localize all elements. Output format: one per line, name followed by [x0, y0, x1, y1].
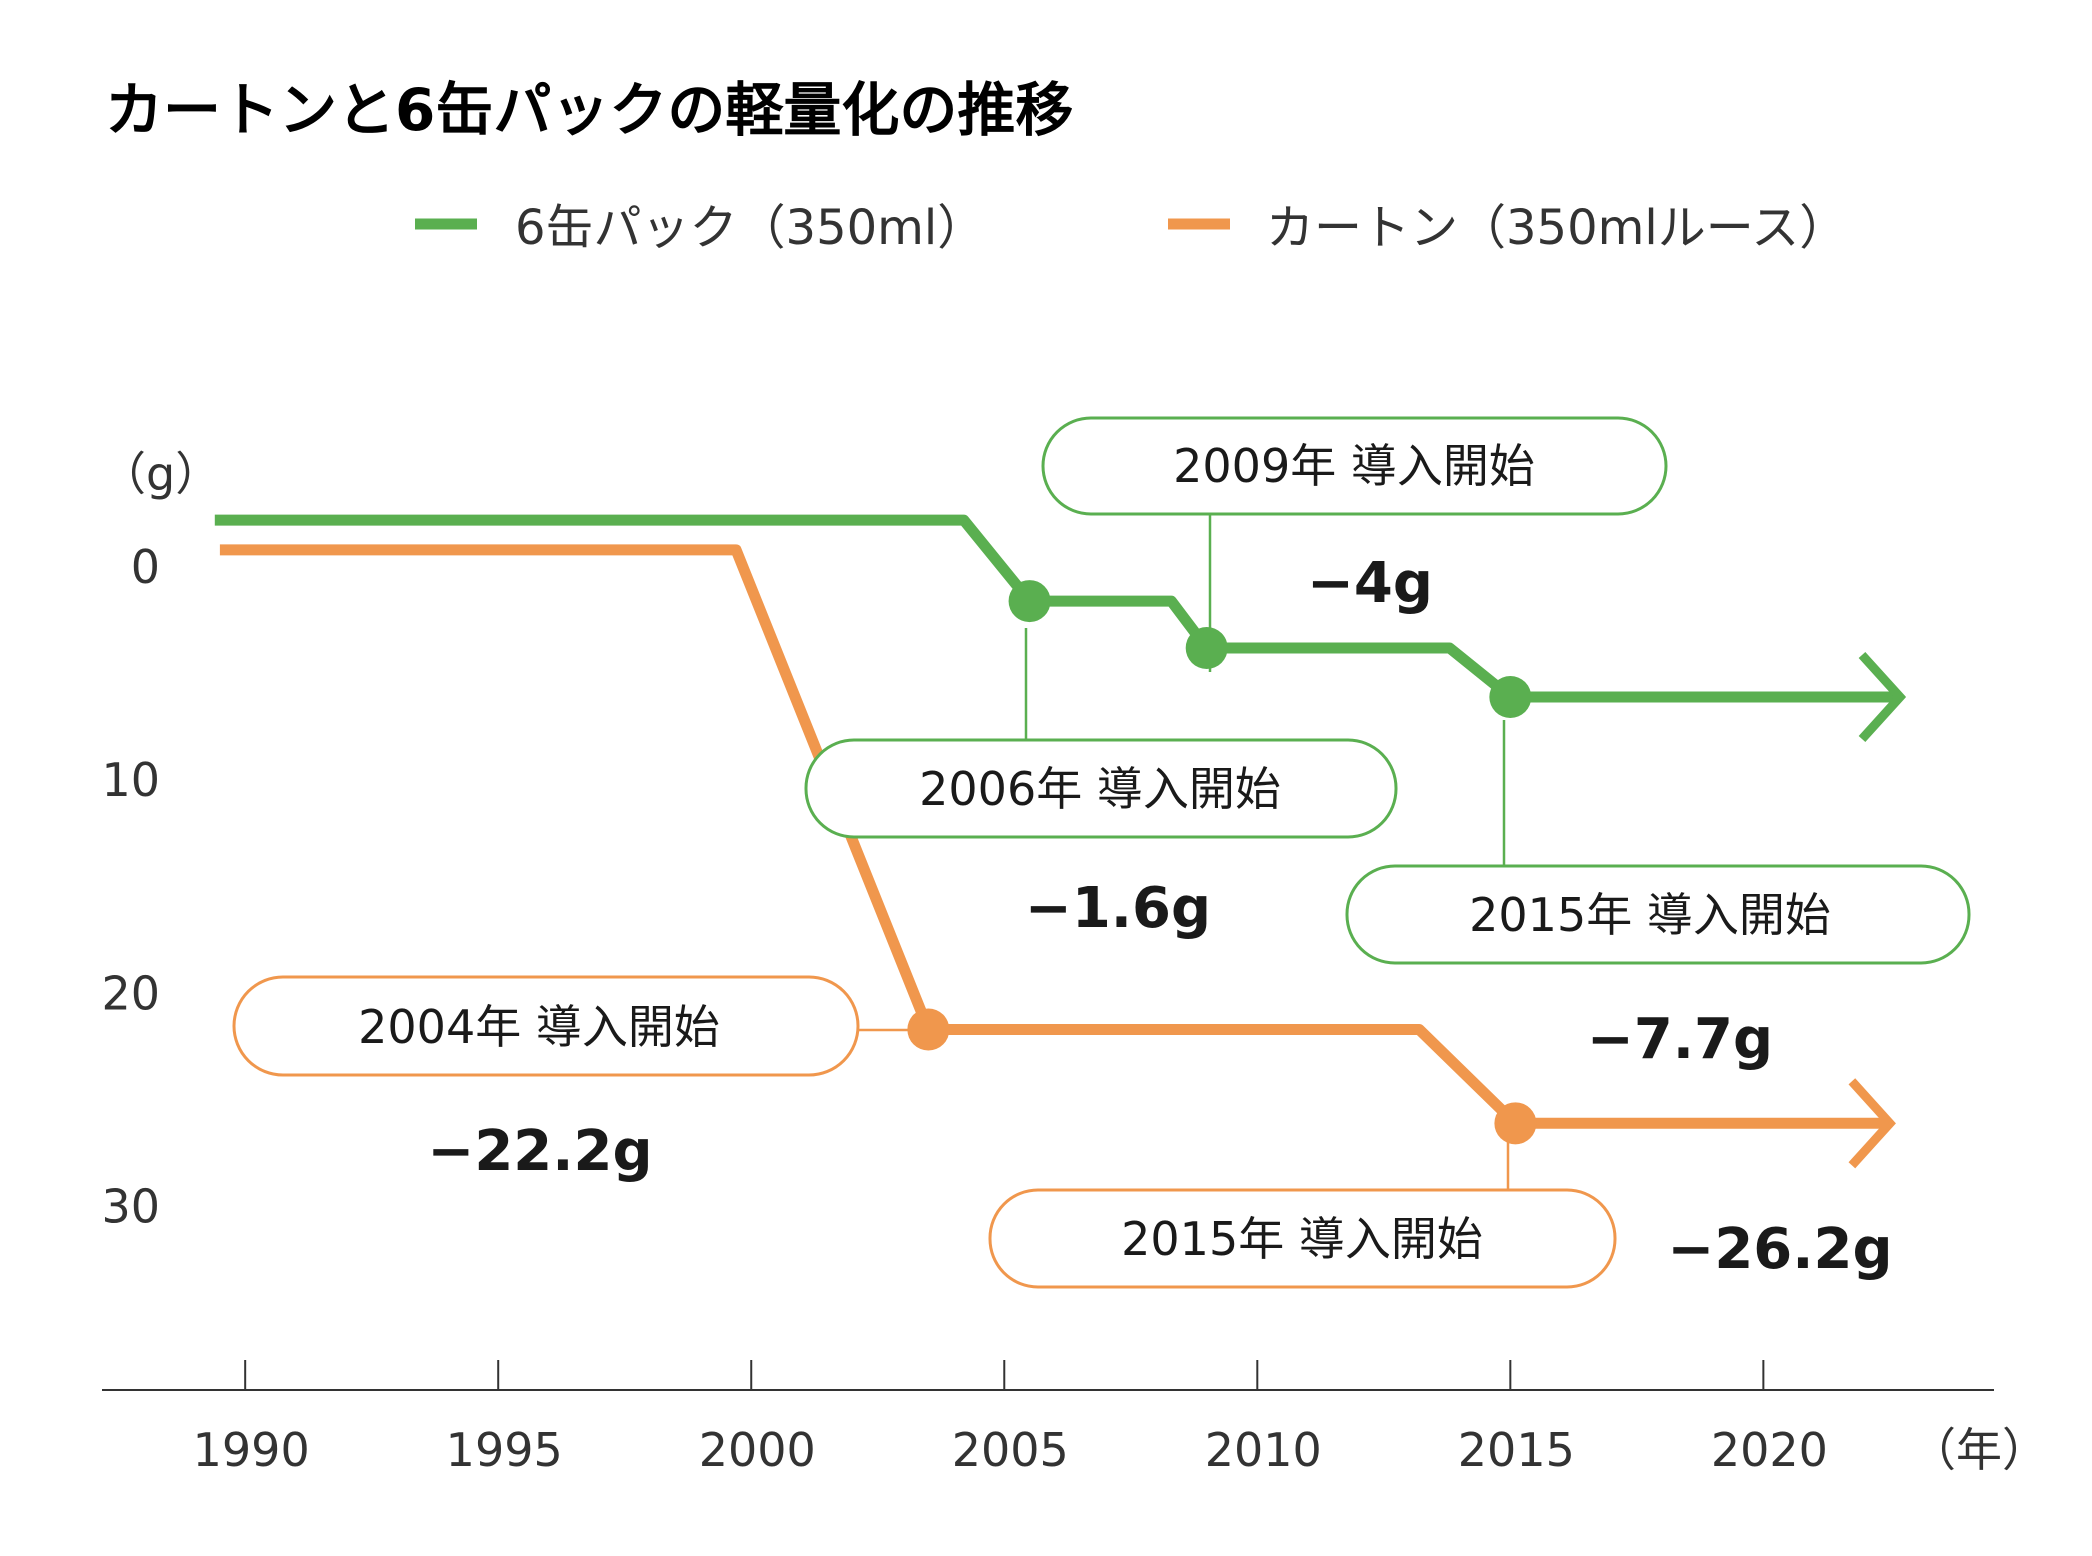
callout-label: 2015年 導入開始 — [1469, 888, 1831, 942]
callout-label: 2004年 導入開始 — [358, 1000, 720, 1054]
callout-sixpack-2006: 2006年 導入開始 — [804, 738, 1398, 839]
legend: 6缶パック（350ml） カートン（350mlルース） — [415, 200, 1847, 256]
y-tick-label: 30 — [101, 1179, 160, 1233]
callout-label: 2009年 導入開始 — [1173, 439, 1535, 493]
callout-carton-2015: 2015年 導入開始 — [988, 1188, 1617, 1289]
data-point-carton — [907, 1008, 950, 1051]
x-tick-label: 2015 — [1458, 1423, 1575, 1477]
y-tick-label: 0 — [131, 540, 160, 594]
x-tick-label: 2010 — [1205, 1423, 1322, 1477]
data-point-sixpack — [1185, 626, 1228, 669]
x-ticks: 1990 1995 2000 2005 2010 2015 2020 — [193, 1360, 1828, 1477]
x-axis-unit: （年） — [1910, 1423, 2048, 1477]
y-tick-label: 10 — [101, 753, 160, 807]
callout-box — [1041, 416, 1668, 516]
y-tick-label: 20 — [101, 966, 160, 1020]
data-point-carton — [1494, 1102, 1537, 1145]
series-line-carton — [219, 544, 1890, 1129]
data-point-sixpack — [1008, 580, 1051, 623]
callout-box — [232, 975, 860, 1077]
x-tick-label: 2000 — [699, 1423, 816, 1477]
callout-carton-2004: 2004年 導入開始 — [232, 975, 860, 1077]
y-ticks: 0 10 20 30 — [101, 540, 160, 1233]
callout-sixpack-2015: 2015年 導入開始 — [1345, 864, 1971, 965]
y-axis-unit: （g） — [100, 447, 221, 501]
callout-box — [804, 738, 1398, 839]
x-tick-label: 1990 — [193, 1423, 310, 1477]
x-tick-label: 2020 — [1711, 1423, 1828, 1477]
delta-label-sixpack-2015: −7.7g — [1587, 1007, 1773, 1072]
callout-box — [1345, 864, 1971, 965]
x-tick-label: 1995 — [446, 1423, 563, 1477]
chart-title: カートンと6缶パックの軽量化の推移 — [105, 76, 1073, 144]
x-tick-label: 2005 — [952, 1423, 1069, 1477]
data-point-sixpack — [1489, 676, 1532, 718]
legend-label-sixpack: 6缶パック（350ml） — [515, 200, 985, 256]
callout-label: 2015年 導入開始 — [1121, 1212, 1483, 1266]
callout-sixpack-2009: 2009年 導入開始 — [1041, 416, 1668, 516]
arrowhead-carton — [1848, 1078, 1896, 1169]
callout-label: 2006年 導入開始 — [919, 762, 1281, 816]
legend-label-carton: カートン（350mlルース） — [1266, 200, 1847, 256]
delta-label-carton-2015: −26.2g — [1667, 1217, 1892, 1282]
delta-label-carton-2004: −22.2g — [427, 1119, 652, 1184]
callout-box — [988, 1188, 1617, 1289]
series-layer — [214, 514, 1907, 1169]
delta-label-sixpack-2006: −1.6g — [1025, 876, 1211, 941]
delta-label-sixpack-2009: −4g — [1307, 551, 1433, 616]
arrowhead-sixpack — [1858, 651, 1907, 743]
